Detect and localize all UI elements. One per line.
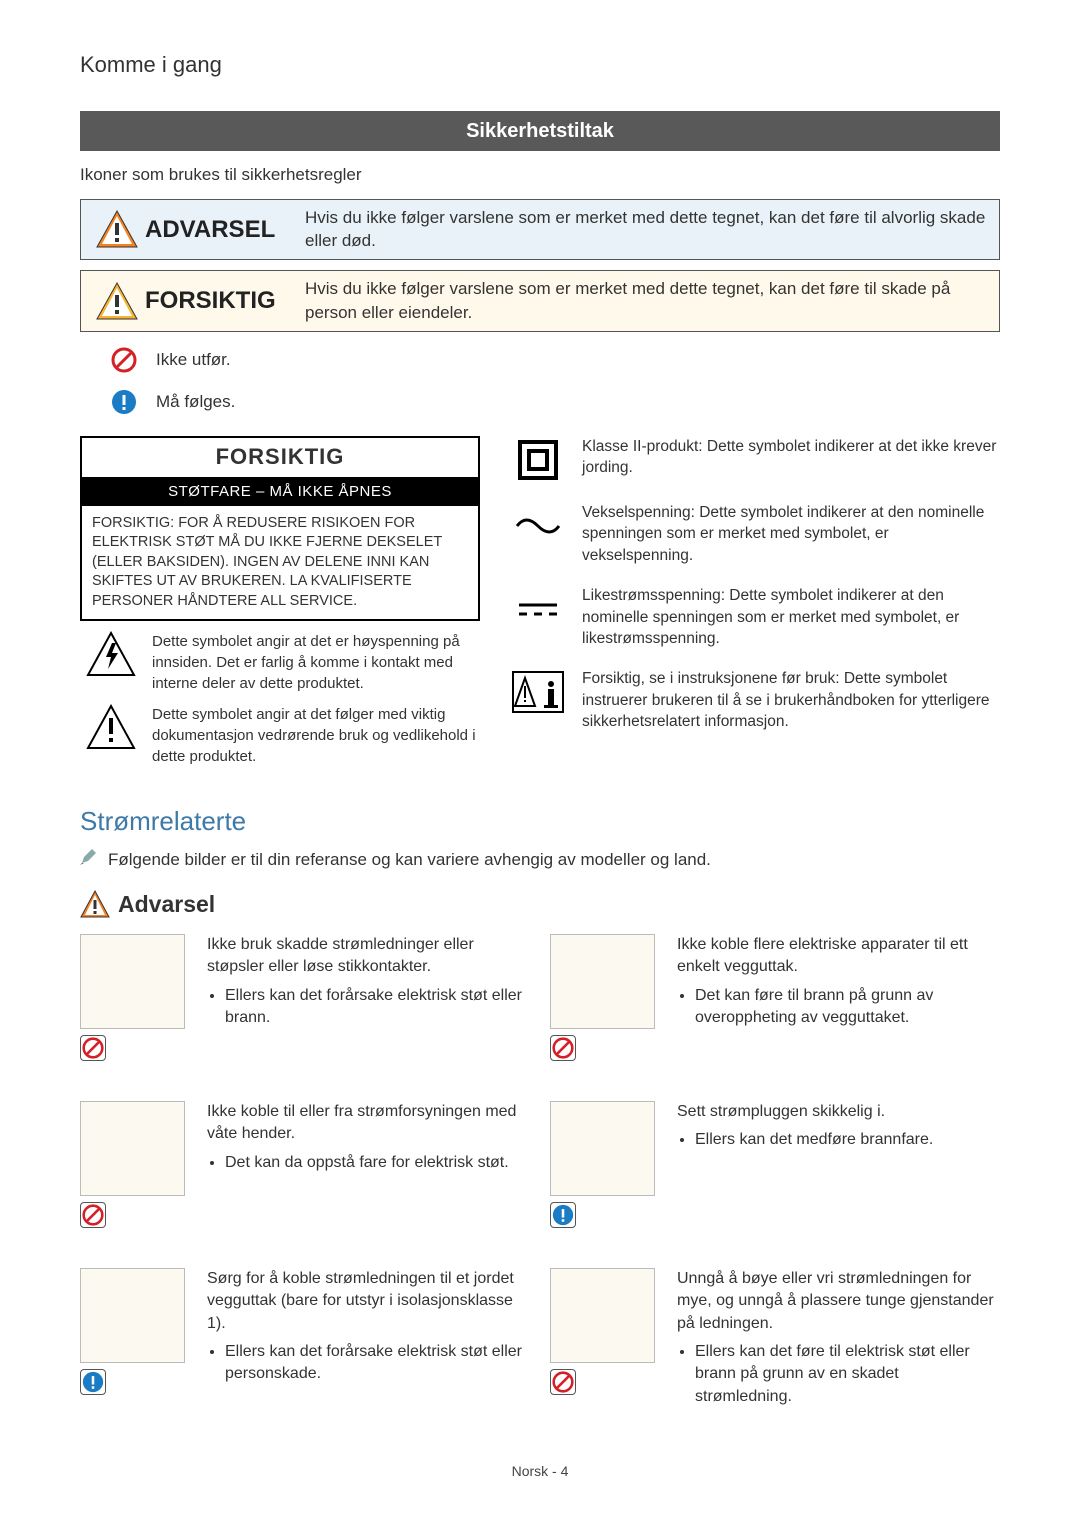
power-item-bullets: Ellers kan det forårsake elektrisk støt … xyxy=(225,1341,530,1386)
power-items-grid: Ikke bruk skadde strømledninger eller st… xyxy=(80,934,1000,1432)
power-item-text: Unngå å bøye eller vri strømledningen fo… xyxy=(677,1268,1000,1412)
power-item-image-col xyxy=(550,934,665,1061)
ac-text: Vekselspenning: Dette symbolet indikerer… xyxy=(582,502,1000,567)
prohibit-badge-icon xyxy=(550,1369,576,1395)
warning-desc-forsiktig: Hvis du ikke følger varslene som er merk… xyxy=(305,277,991,325)
power-item-text: Ikke koble til eller fra strømforsyninge… xyxy=(207,1101,530,1178)
power-item-bullets: Ellers kan det forårsake elektrisk støt … xyxy=(225,985,530,1030)
high-voltage-icon xyxy=(80,631,142,677)
power-item-image-col xyxy=(80,1101,195,1228)
icons-intro-text: Ikoner som brukes til sikkerhetsregler xyxy=(80,163,1000,187)
power-item-title: Sørg for å koble strømledningen til et j… xyxy=(207,1268,530,1335)
prohibit-badge-icon xyxy=(80,1202,106,1228)
power-item-text: Sett strømpluggen skikkelig i. Ellers kan… xyxy=(677,1101,1000,1156)
prohibit-badge-icon xyxy=(550,1035,576,1061)
illustration-placeholder xyxy=(550,1101,655,1196)
dc-row: Likestrømsspenning: Dette symbolet indik… xyxy=(508,585,1000,650)
legend-prohibit-text: Ikke utfør. xyxy=(156,348,231,372)
caution-box-subtitle: STØTFARE – MÅ IKKE ÅPNES xyxy=(82,477,478,506)
power-item-title: Sett strømpluggen skikkelig i. xyxy=(677,1101,1000,1123)
mandatory-badge-icon xyxy=(80,1369,106,1395)
documentation-text: Dette symbolet angir at det følger med v… xyxy=(152,704,480,767)
manual-text: Forsiktig, se i instruksjonene før bruk:… xyxy=(582,668,1000,733)
dc-text: Likestrømsspenning: Dette symbolet indik… xyxy=(582,585,1000,650)
prohibit-badge-icon xyxy=(80,1035,106,1061)
caution-box-title: FORSIKTIG xyxy=(82,438,478,477)
mandatory-badge-icon xyxy=(550,1202,576,1228)
power-item-text: Ikke bruk skadde strømledninger eller st… xyxy=(207,934,530,1034)
caution-box-body: FORSIKTIG: FOR Å REDUSERE RISIKOEN FOR E… xyxy=(82,506,478,620)
power-item: Unngå å bøye eller vri strømledningen fo… xyxy=(550,1268,1000,1412)
advarsel-subheading: Advarsel xyxy=(80,888,1000,920)
power-item-text: Sørg for å koble strømledningen til et j… xyxy=(207,1268,530,1390)
power-item-image-col xyxy=(80,1268,195,1395)
power-item-bullet: Ellers kan det medføre brannfare. xyxy=(695,1129,1000,1151)
warning-label-forsiktig: FORSIKTIG xyxy=(145,284,305,318)
power-heading: Strømrelaterte xyxy=(80,803,1000,839)
warning-triangle-icon xyxy=(89,209,145,249)
power-item-bullet: Ellers kan det forårsake elektrisk støt … xyxy=(225,1341,530,1386)
power-item-bullet: Det kan føre til brann på grunn av overo… xyxy=(695,985,1000,1030)
documentation-triangle-icon xyxy=(80,704,142,750)
advarsel-subheading-text: Advarsel xyxy=(118,888,215,920)
manual-icon xyxy=(508,668,568,716)
warning-desc-advarsel: Hvis du ikke følger varslene som er merk… xyxy=(305,206,991,254)
power-item: Sett strømpluggen skikkelig i. Ellers kan… xyxy=(550,1101,1000,1228)
safety-banner: Sikkerhetstiltak xyxy=(80,111,1000,151)
illustration-placeholder xyxy=(550,934,655,1029)
high-voltage-row: Dette symbolet angir at det er høyspenni… xyxy=(80,631,480,694)
page-footer: Norsk - 4 xyxy=(80,1462,1000,1482)
power-item-bullets: Ellers kan det medføre brannfare. xyxy=(695,1129,1000,1151)
class2-row: Klasse II-produkt: Dette symbolet indike… xyxy=(508,436,1000,484)
class2-text: Klasse II-produkt: Dette symbolet indike… xyxy=(582,436,1000,479)
power-item-text: Ikke koble flere elektriske apparater ti… xyxy=(677,934,1000,1034)
manual-row: Forsiktig, se i instruksjonene før bruk:… xyxy=(508,668,1000,733)
warning-triangle-small-icon xyxy=(80,890,110,918)
illustration-placeholder xyxy=(550,1268,655,1363)
power-item-title: Unngå å bøye eller vri strømledningen fo… xyxy=(677,1268,1000,1335)
power-item-title: Ikke bruk skadde strømledninger eller st… xyxy=(207,934,530,979)
power-note-text: Følgende bilder er til din referanse og … xyxy=(108,848,711,872)
caution-box: FORSIKTIG STØTFARE – MÅ IKKE ÅPNES FORSI… xyxy=(80,436,480,622)
power-item-bullets: Det kan da oppstå fare for elektrisk stø… xyxy=(225,1152,530,1174)
ac-row: Vekselspenning: Dette symbolet indikerer… xyxy=(508,502,1000,567)
power-item-bullet: Det kan da oppstå fare for elektrisk stø… xyxy=(225,1152,530,1174)
power-note-row: Følgende bilder er til din referanse og … xyxy=(80,848,1000,872)
illustration-placeholder xyxy=(80,1101,185,1196)
power-item-bullet: Ellers kan det forårsake elektrisk støt … xyxy=(225,985,530,1030)
power-item: Ikke koble flere elektriske apparater ti… xyxy=(550,934,1000,1061)
dc-icon xyxy=(508,585,568,633)
caution-triangle-icon xyxy=(89,281,145,321)
power-item-image-col xyxy=(80,934,195,1061)
power-item-bullets: Ellers kan det føre til elektrisk støt e… xyxy=(695,1341,1000,1408)
warning-label-advarsel: ADVARSEL xyxy=(145,213,305,247)
power-item: Sørg for å koble strømledningen til et j… xyxy=(80,1268,530,1412)
power-item-bullets: Det kan føre til brann på grunn av overo… xyxy=(695,985,1000,1030)
power-item-image-col xyxy=(550,1268,665,1395)
legend-prohibit-row: Ikke utfør. xyxy=(110,346,1000,374)
power-item-bullet: Ellers kan det føre til elektrisk støt e… xyxy=(695,1341,1000,1408)
page-title: Komme i gang xyxy=(80,50,1000,81)
pencil-icon xyxy=(80,848,98,872)
ac-icon xyxy=(508,502,568,550)
legend-mandatory-text: Må følges. xyxy=(156,390,235,414)
high-voltage-text: Dette symbolet angir at det er høyspenni… xyxy=(152,631,480,694)
illustration-placeholder xyxy=(80,934,185,1029)
power-item-title: Ikke koble til eller fra strømforsyninge… xyxy=(207,1101,530,1146)
warning-row-advarsel: ADVARSEL Hvis du ikke følger varslene so… xyxy=(80,199,1000,261)
power-item: Ikke bruk skadde strømledninger eller st… xyxy=(80,934,530,1061)
warning-row-forsiktig: FORSIKTIG Hvis du ikke følger varslene s… xyxy=(80,270,1000,332)
power-item-title: Ikke koble flere elektriske apparater ti… xyxy=(677,934,1000,979)
power-item-image-col xyxy=(550,1101,665,1228)
illustration-placeholder xyxy=(80,1268,185,1363)
mandatory-icon xyxy=(110,388,138,416)
class2-icon xyxy=(508,436,568,484)
power-item: Ikke koble til eller fra strømforsyninge… xyxy=(80,1101,530,1228)
prohibit-icon xyxy=(110,346,138,374)
legend-mandatory-row: Må følges. xyxy=(110,388,1000,416)
documentation-row: Dette symbolet angir at det følger med v… xyxy=(80,704,480,767)
